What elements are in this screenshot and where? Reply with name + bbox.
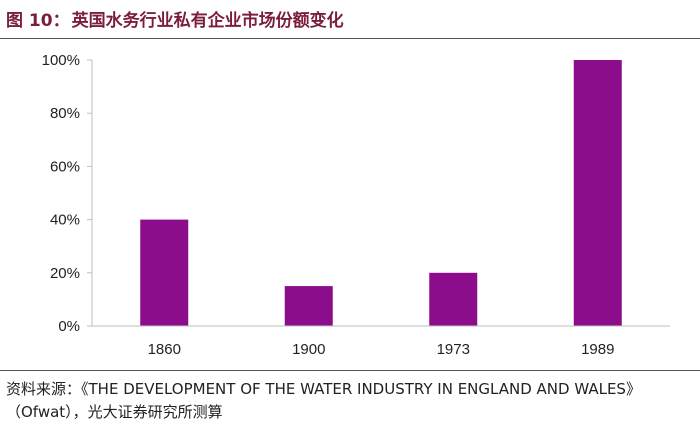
x-tick-label: 1989 <box>581 341 614 358</box>
y-tick-label: 40% <box>50 212 80 229</box>
x-axis: 1860 1900 1973 1989 <box>92 325 670 358</box>
title-rule <box>0 38 700 39</box>
source-note: 资料来源：《THE DEVELOPMENT OF THE WATER INDUS… <box>6 380 641 421</box>
bar-chart: 0% 20% 40% 60% 80% 100% 1860 1900 1973 1989 <box>42 52 670 358</box>
bar-1973 <box>429 272 478 326</box>
x-tick-label: 1860 <box>148 341 181 358</box>
y-tick-label: 100% <box>42 52 80 69</box>
bars <box>140 60 622 326</box>
x-tick-label: 1900 <box>292 341 325 358</box>
bar-1989 <box>573 60 622 326</box>
y-axis: 0% 20% 40% 60% 80% 100% <box>42 52 93 335</box>
y-tick-label: 80% <box>50 105 80 122</box>
y-tick-label: 20% <box>50 265 80 282</box>
y-tick-label: 60% <box>50 158 80 175</box>
figure-title: 图 10： 英国水务行业私有企业市场份额变化 <box>6 6 344 31</box>
figure-title-text: 英国水务行业私有企业市场份额变化 <box>71 11 344 31</box>
y-tick-label: 0% <box>58 318 80 335</box>
bar-1860 <box>140 219 189 326</box>
bar-1900 <box>284 286 333 326</box>
bottom-rule <box>0 370 700 371</box>
x-tick-label: 1973 <box>437 341 470 358</box>
figure-label: 图 10： <box>6 11 70 31</box>
